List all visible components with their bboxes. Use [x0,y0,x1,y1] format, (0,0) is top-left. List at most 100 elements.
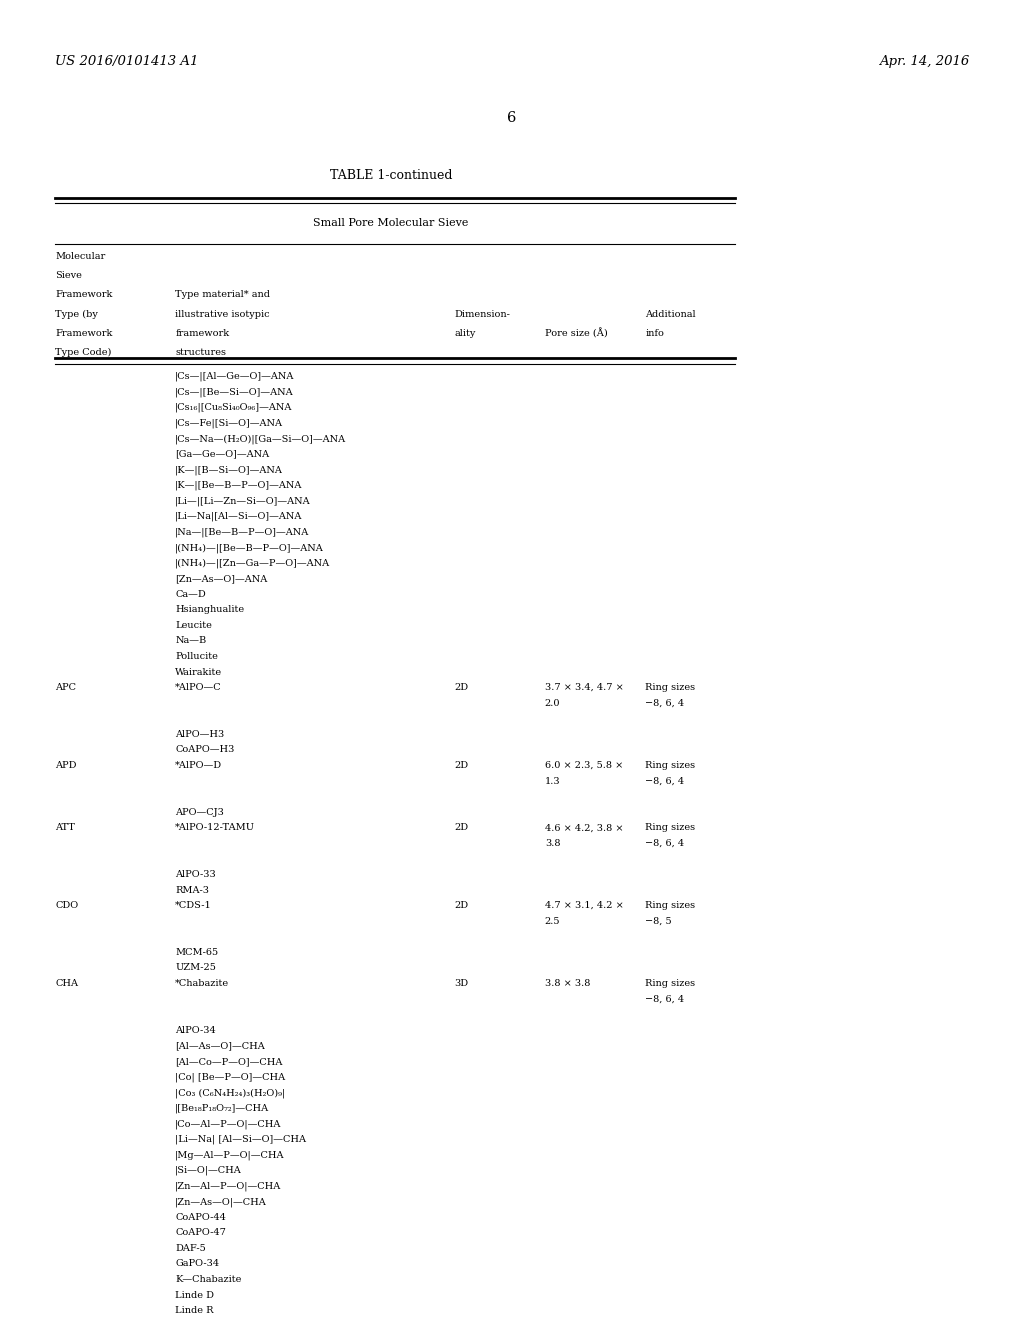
Text: |Cs—|[Al—Ge—O]—ANA: |Cs—|[Al—Ge—O]—ANA [175,372,295,381]
Text: Ring sizes: Ring sizes [645,979,695,989]
Text: *AlPO—C: *AlPO—C [175,684,222,692]
Text: info: info [645,329,664,338]
Text: −8, 6, 4: −8, 6, 4 [645,995,684,1003]
Text: CDO: CDO [55,902,79,911]
Text: 2D: 2D [455,902,469,911]
Text: 6.0 × 2.3, 5.8 ×: 6.0 × 2.3, 5.8 × [545,762,623,770]
Text: APO—CJ3: APO—CJ3 [175,808,224,817]
Text: |Co₃ (C₆N₄H₂₄)₃(H₂O)₉|: |Co₃ (C₆N₄H₂₄)₃(H₂O)₉| [175,1088,286,1098]
Text: 4.6 × 4.2, 3.8 ×: 4.6 × 4.2, 3.8 × [545,824,624,833]
Text: −8, 6, 4: −8, 6, 4 [645,840,684,847]
Text: |Cs—Na—(H₂O)|[Ga—Si—O]—ANA: |Cs—Na—(H₂O)|[Ga—Si—O]—ANA [175,434,346,444]
Text: Ring sizes: Ring sizes [645,762,695,770]
Text: |Mg—Al—P—O|—CHA: |Mg—Al—P—O|—CHA [175,1151,285,1160]
Text: |(NH₄)—|[Be—B—P—O]—ANA: |(NH₄)—|[Be—B—P—O]—ANA [175,543,324,553]
Text: Ring sizes: Ring sizes [645,824,695,833]
Text: Apr. 14, 2016: Apr. 14, 2016 [880,55,970,69]
Text: Pollucite: Pollucite [175,652,218,661]
Text: 2.0: 2.0 [545,698,560,708]
Text: |(NH₄)—|[Zn—Ga—P—O]—ANA: |(NH₄)—|[Zn—Ga—P—O]—ANA [175,558,330,568]
Text: Framework: Framework [55,290,113,300]
Text: *AlPO—D: *AlPO—D [175,762,222,770]
Text: framework: framework [175,329,229,338]
Text: 3.8 × 3.8: 3.8 × 3.8 [545,979,590,989]
Text: 2D: 2D [455,684,469,692]
Text: Leucite: Leucite [175,620,212,630]
Text: |[Be₁₈P₁₈O₇₂]—CHA: |[Be₁₈P₁₈O₇₂]—CHA [175,1104,269,1113]
Text: |Zn—Al—P—O|—CHA: |Zn—Al—P—O|—CHA [175,1181,282,1191]
Text: Type (by: Type (by [55,310,98,318]
Text: [Zn—As—O]—ANA: [Zn—As—O]—ANA [175,574,267,583]
Text: 2D: 2D [455,824,469,833]
Text: −8, 5: −8, 5 [645,917,672,925]
Text: [Al—As—O]—CHA: [Al—As—O]—CHA [175,1041,265,1051]
Text: |Li—Na| [Al—Si—O]—CHA: |Li—Na| [Al—Si—O]—CHA [175,1135,306,1144]
Text: |Cs₁₆|[Cu₈Si₄₀O₉₆]—ANA: |Cs₁₆|[Cu₈Si₄₀O₉₆]—ANA [175,403,293,412]
Text: |Li—|[Li—Zn—Si—O]—ANA: |Li—|[Li—Zn—Si—O]—ANA [175,496,310,506]
Text: Additional: Additional [645,310,695,318]
Text: |Cs—Fe|[Si—O]—ANA: |Cs—Fe|[Si—O]—ANA [175,418,283,428]
Text: Hsianghualite: Hsianghualite [175,606,245,614]
Text: K—Chabazite: K—Chabazite [175,1275,242,1284]
Text: 4.7 × 3.1, 4.2 ×: 4.7 × 3.1, 4.2 × [545,902,624,911]
Text: Linde D: Linde D [175,1291,214,1300]
Text: 3.7 × 3.4, 4.7 ×: 3.7 × 3.4, 4.7 × [545,684,624,692]
Text: Small Pore Molecular Sieve: Small Pore Molecular Sieve [313,218,469,228]
Text: CoAPO—H3: CoAPO—H3 [175,746,234,755]
Text: 1.3: 1.3 [545,776,560,785]
Text: |Co—Al—P—O|—CHA: |Co—Al—P—O|—CHA [175,1119,282,1129]
Text: |K—|[Be—B—P—O]—ANA: |K—|[Be—B—P—O]—ANA [175,480,302,490]
Text: ATT: ATT [55,824,75,833]
Text: Sieve: Sieve [55,272,82,280]
Text: |Co| [Be—P—O]—CHA: |Co| [Be—P—O]—CHA [175,1073,286,1082]
Text: TABLE 1-continued: TABLE 1-continued [330,169,453,182]
Text: |K—|[B—Si—O]—ANA: |K—|[B—Si—O]—ANA [175,465,283,474]
Text: APC: APC [55,684,77,692]
Text: [Ga—Ge—O]—ANA: [Ga—Ge—O]—ANA [175,450,269,458]
Text: Molecular: Molecular [55,252,105,261]
Text: 2.5: 2.5 [545,917,560,925]
Text: Framework: Framework [55,329,113,338]
Text: Ring sizes: Ring sizes [645,684,695,692]
Text: *CDS-1: *CDS-1 [175,902,212,911]
Text: 3D: 3D [455,979,469,989]
Text: CoAPO-44: CoAPO-44 [175,1213,226,1222]
Text: AlPO-34: AlPO-34 [175,1026,216,1035]
Text: CHA: CHA [55,979,78,989]
Text: Ring sizes: Ring sizes [645,902,695,911]
Text: Type material* and: Type material* and [175,290,270,300]
Text: GaPO-34: GaPO-34 [175,1259,219,1269]
Text: 3.8: 3.8 [545,840,560,847]
Text: −8, 6, 4: −8, 6, 4 [645,698,684,708]
Text: DAF-5: DAF-5 [175,1243,206,1253]
Text: *Chabazite: *Chabazite [175,979,229,989]
Text: Linde R: Linde R [175,1307,214,1315]
Text: APD: APD [55,762,77,770]
Text: illustrative isotypic: illustrative isotypic [175,310,269,318]
Text: Wairakite: Wairakite [175,668,222,677]
Text: |Na—|[Be—B—P—O]—ANA: |Na—|[Be—B—P—O]—ANA [175,528,309,537]
Text: US 2016/0101413 A1: US 2016/0101413 A1 [55,55,199,69]
Text: structures: structures [175,348,226,356]
Text: AlPO-33: AlPO-33 [175,870,216,879]
Text: AlPO—H3: AlPO—H3 [175,730,224,739]
Text: RMA-3: RMA-3 [175,886,209,895]
Text: 6: 6 [507,111,517,125]
Text: |Cs—|[Be—Si—O]—ANA: |Cs—|[Be—Si—O]—ANA [175,387,294,396]
Text: Dimension-: Dimension- [455,310,511,318]
Text: |Si—O|—CHA: |Si—O|—CHA [175,1166,242,1175]
Text: Ca—D: Ca—D [175,590,206,599]
Text: [Al—Co—P—O]—CHA: [Al—Co—P—O]—CHA [175,1057,283,1067]
Text: Pore size (Å): Pore size (Å) [545,329,607,339]
Text: UZM-25: UZM-25 [175,964,216,973]
Text: |Zn—As—O|—CHA: |Zn—As—O|—CHA [175,1197,267,1206]
Text: MCM-65: MCM-65 [175,948,218,957]
Text: ality: ality [455,329,476,338]
Text: CoAPO-47: CoAPO-47 [175,1229,226,1237]
Text: Type Code): Type Code) [55,348,112,356]
Text: Na—B: Na—B [175,636,207,645]
Text: −8, 6, 4: −8, 6, 4 [645,776,684,785]
Text: *AlPO-12-TAMU: *AlPO-12-TAMU [175,824,255,833]
Text: |Li—Na|[Al—Si—O]—ANA: |Li—Na|[Al—Si—O]—ANA [175,512,302,521]
Text: 2D: 2D [455,762,469,770]
